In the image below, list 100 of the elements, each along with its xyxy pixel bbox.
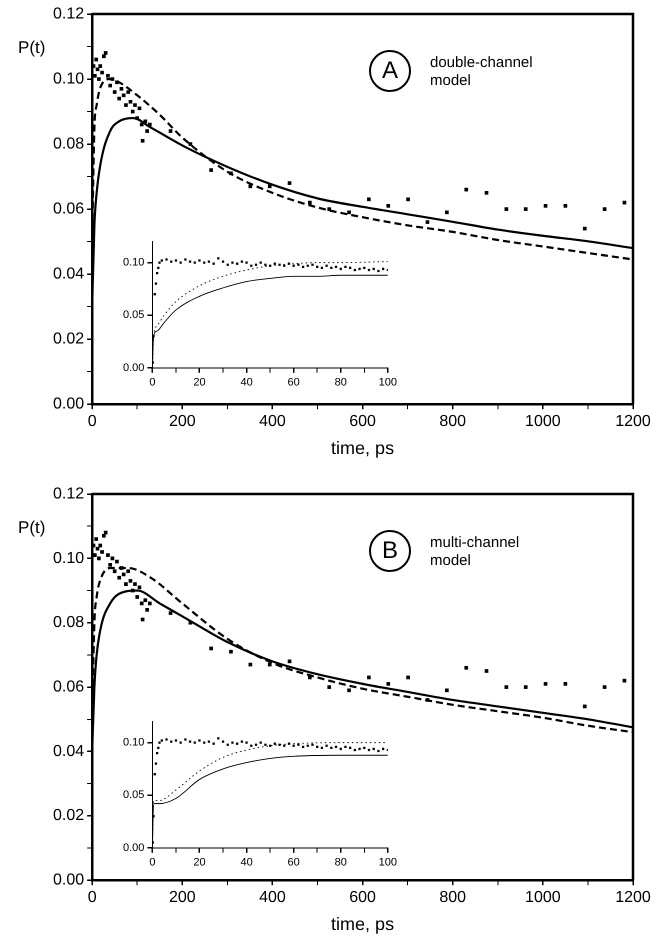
point: [544, 682, 548, 686]
point: [106, 553, 110, 557]
y-tick-label: 0.05: [122, 789, 144, 802]
point: [140, 602, 144, 606]
y-tick-label: 0.02: [53, 330, 84, 348]
point: [367, 198, 371, 202]
y-tick-label: 0.05: [122, 309, 144, 322]
point: [426, 698, 430, 702]
annotation: A: [369, 50, 411, 92]
point: [96, 546, 100, 551]
point: [100, 70, 104, 74]
point: [464, 188, 468, 192]
point: [135, 116, 140, 120]
y-tick-label: 0.12: [53, 5, 84, 22]
point: [98, 544, 102, 548]
point: [97, 77, 101, 81]
point: [504, 685, 508, 689]
point: [582, 704, 587, 708]
point: [524, 685, 528, 689]
point: [168, 129, 172, 133]
point: [308, 676, 312, 680]
point: [386, 204, 390, 208]
point: [426, 220, 430, 224]
point: [97, 556, 101, 560]
point: [140, 618, 144, 622]
point: [140, 122, 144, 126]
y-tick-label: 0.00: [122, 362, 144, 374]
point: [93, 74, 97, 78]
point: [128, 100, 132, 104]
point: [544, 204, 548, 208]
point: [602, 685, 606, 689]
point: [229, 650, 233, 654]
x-tick-label: 100: [378, 376, 398, 388]
x-tick-label: 600: [349, 413, 376, 430]
x-tick-label: 40: [240, 856, 253, 868]
x-tick-label: 1000: [525, 413, 561, 430]
annotation: double-channel model: [430, 54, 534, 90]
y-tick-label: 0.02: [53, 807, 84, 824]
point: [564, 204, 568, 208]
point: [602, 207, 606, 211]
x-tick-label: 400: [259, 413, 286, 430]
point: [108, 84, 112, 88]
point: [367, 676, 371, 680]
x-tick-label: 20: [193, 856, 206, 868]
point: [94, 537, 98, 541]
y-axis-title: P(t): [18, 518, 46, 538]
y-tick-label: 0.00: [53, 396, 84, 413]
point: [327, 207, 332, 211]
x-tick-label: 800: [439, 889, 466, 906]
x-tick-label: 0: [149, 856, 156, 868]
point: [484, 669, 488, 673]
point: [122, 93, 126, 98]
point: [124, 582, 128, 586]
point: [268, 184, 272, 188]
point: [248, 662, 252, 666]
point: [138, 585, 142, 590]
point: [622, 678, 626, 682]
point: [138, 106, 142, 110]
point: [622, 200, 626, 204]
point: [96, 67, 100, 72]
point: [524, 207, 528, 211]
y-axis-title: P(t): [18, 38, 46, 58]
x-tick-label: 1000: [525, 889, 561, 906]
point: [406, 676, 410, 680]
point: [406, 198, 410, 202]
x-tick-label: 80: [334, 376, 347, 388]
point: [112, 569, 117, 574]
point: [308, 200, 312, 204]
point: [268, 662, 272, 666]
point: [100, 550, 104, 554]
point: [140, 138, 144, 143]
point: [130, 110, 135, 114]
point: [347, 210, 351, 214]
point: [110, 556, 114, 560]
point: [128, 579, 132, 583]
point: [133, 103, 137, 107]
point: [120, 566, 124, 570]
x-tick-label: 400: [259, 889, 286, 906]
x-tick-label: 40: [240, 376, 253, 388]
x-tick-label: 0: [88, 413, 97, 430]
point: [288, 660, 292, 664]
x-axis-title: time, ps: [331, 438, 394, 458]
point: [124, 103, 128, 107]
point: [248, 184, 252, 188]
point: [120, 86, 124, 91]
x-tick-label: 200: [168, 889, 196, 906]
x-tick-label: 0: [149, 376, 156, 388]
point: [229, 171, 233, 176]
x-tick-label: 800: [439, 413, 466, 430]
point: [104, 51, 108, 55]
point: [143, 119, 148, 124]
x-tick-label: 60: [288, 856, 300, 868]
x-tick-label: 20: [193, 376, 206, 388]
annotation: B: [369, 530, 411, 572]
x-tick-label: 60: [288, 376, 300, 388]
point: [188, 142, 192, 146]
point: [108, 562, 112, 567]
point: [145, 129, 149, 133]
y-tick-label: 0.04: [53, 266, 84, 283]
point: [347, 688, 351, 692]
